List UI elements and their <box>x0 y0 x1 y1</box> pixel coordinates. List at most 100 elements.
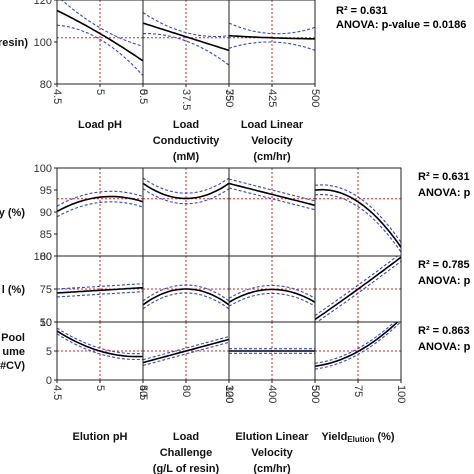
bot-r2-c0-ytick-label: 0 <box>46 375 52 387</box>
top-2-panel: 350 425 500 <box>223 0 321 107</box>
percent-unit: (%) <box>374 431 395 443</box>
bot-r2-c3-xtick-label: 50 <box>309 385 321 397</box>
bot-r1-c1-prediction-line <box>143 288 229 306</box>
top-1-prediction-line <box>143 22 229 52</box>
bot-r1-c1-ci-lower <box>143 292 229 310</box>
bot-r2-c0-plot-area <box>57 322 143 380</box>
top-2-ci-lower <box>229 41 315 51</box>
bot-r0-c0-ytick-label: 90 <box>40 207 52 219</box>
bot-r0-c1-ci-lower <box>143 188 229 205</box>
top-2-xtick-label: 425 <box>266 89 278 107</box>
top-0-ytick-label: 100 <box>34 37 52 49</box>
bot-r2-c0-xtick-label: 5 <box>94 385 106 391</box>
bot-r0-c3-plot-area <box>315 168 401 256</box>
bot-ylabel-1: l (%) <box>2 284 26 296</box>
bot-r1-c0-ytick-label: 50 <box>40 317 52 329</box>
bot-r2-c0-ci-lower <box>57 333 143 361</box>
bot-ylabel-2: #CV) <box>0 360 25 372</box>
bot-r0-c0-ci-lower <box>57 201 143 218</box>
bot-r2-c1-xtick-label: 80 <box>180 385 192 397</box>
bot-r2-c3-xtick-label: 100 <box>395 385 407 403</box>
top-1-xtick-label: 0 <box>137 89 149 95</box>
bot-r1-c3-prediction-line <box>315 256 401 321</box>
bot-r2-c0-xtick-label: 5.5 <box>137 385 149 400</box>
top-2-ci-upper <box>229 22 315 35</box>
bot-r1-c3-panel <box>314 255 402 323</box>
bot-r0-c3-panel <box>314 167 402 257</box>
bot-r2-c2-xtick-label: 400 <box>266 385 278 403</box>
top-factor-label-1-line: (mM) <box>173 151 200 163</box>
bot-r2-c0-ytick-label: 10 <box>40 317 52 329</box>
bot-r1-c1-panel <box>142 255 230 323</box>
top-2-prediction-line <box>229 34 315 40</box>
bot-r1-c0-prediction-line <box>57 286 143 294</box>
bot-r2-c3-plot-area <box>315 322 401 380</box>
bot-ylabel-2: ume <box>2 346 25 358</box>
bot-factor-label-1-line: (g/L of resin) <box>153 463 220 474</box>
bot-r1-c0-panel: 50 75 100 <box>34 251 144 329</box>
bot-r2-c0-xtick-label: 4.5 <box>51 385 63 400</box>
bot-r0-c0-ytick-label: 85 <box>40 229 52 241</box>
bot-ylabel-2: Pool <box>1 332 25 344</box>
bot-r2-c1-xtick-label: 40 <box>137 385 149 397</box>
bot-r0-c0-ytick-label: 100 <box>34 163 52 175</box>
bot-r0-c3-ci-upper <box>315 184 401 243</box>
bot-r1-c2-prediction-line <box>229 288 315 303</box>
bot-r2-c1-panel: 40 80 120 <box>137 321 235 403</box>
bot-r1-c3-ci-lower <box>316 260 401 322</box>
top-factor-label-0-line: Load pH <box>78 119 122 131</box>
bot-r2-c2-xtick-label: 300 <box>223 385 235 403</box>
bot-anova-text-0: ANOVA: p <box>418 187 471 199</box>
bot-factor-label-1-line: Challenge <box>160 447 213 459</box>
top-2-xtick-label: 500 <box>309 89 321 107</box>
bot-anova-text-2: ANOVA: p <box>418 341 471 353</box>
top-0-xtick-label: 4.5 <box>51 89 63 104</box>
bot-factor-label-1-line: Load <box>173 431 199 443</box>
bot-r2-text-0: R² = 0.631 <box>418 171 470 183</box>
bot-r0-c2-prediction-line <box>229 182 315 207</box>
bot-r1-c0-ci-upper <box>57 283 143 290</box>
top-0-ytick-label: 80 <box>40 79 52 91</box>
top-2-plot-area <box>229 0 315 84</box>
top-0-prediction-line <box>57 9 143 62</box>
bot-r2-c3-prediction-line <box>315 322 399 367</box>
bot-r2-c3-panel: 50 75 100 <box>309 321 407 403</box>
bot-factor-label-2-line: Elution Linear <box>235 431 309 443</box>
top-1-panel: 0 37.5 75 <box>137 0 235 110</box>
bot-r2-c3-ci-upper <box>315 322 396 364</box>
top-2-xtick-label: 350 <box>223 89 235 107</box>
bot-r2-c2-panel: 300 400 500 <box>223 321 321 403</box>
bot-r1-c0-plot-area <box>57 256 143 322</box>
bot-r2-c1-xtick-label: 120 <box>223 385 235 403</box>
top-factor-label-1-line: Conductivity <box>153 135 220 147</box>
bot-r0-c3-prediction-line <box>315 188 401 248</box>
bot-factor-label-3-line: YieldElution (%) <box>321 431 395 444</box>
bot-anova-text-1: ANOVA: p <box>418 275 471 287</box>
bot-r0-c0-ytick-label: 80 <box>40 251 52 263</box>
bot-factor-label-0-line: Elution pH <box>73 431 128 443</box>
bot-r0-c3-ci-lower <box>315 193 401 253</box>
bot-r0-c0-plot-area <box>57 168 143 256</box>
top-factor-label-2-line: Velocity <box>251 135 293 147</box>
bot-r0-c1-ci-upper <box>143 177 229 194</box>
bot-r1-c0-ytick-label: 75 <box>40 284 52 296</box>
top-0-ci-upper <box>60 0 143 47</box>
top-anova-text: ANOVA: p-value = 0.0186 <box>336 19 466 31</box>
bot-ylabel-0: y (%) <box>0 207 25 219</box>
bot-r2-text-1: R² = 0.785 <box>418 259 470 271</box>
bot-r1-c3-plot-area <box>315 256 401 322</box>
bot-r1-c0-ci-lower <box>57 291 143 298</box>
bot-r0-c0-panel: 80 85 90 95 100 <box>34 163 144 263</box>
top-0-ci-lower <box>57 24 143 76</box>
bot-r0-c2-plot-area <box>229 168 315 256</box>
bot-r1-c2-plot-area <box>229 256 315 322</box>
top-1-ci-lower <box>143 33 229 66</box>
top-0-xtick-label: 5 <box>94 89 106 95</box>
bot-r0-c1-plot-area <box>143 168 229 256</box>
top-1-plot-area <box>143 0 229 84</box>
top-0-ytick-label: 120 <box>34 0 52 7</box>
top-factor-label-1-line: Load <box>173 119 199 131</box>
bot-r2-c0-panel: 0 5 10 4.5 5 5.5 <box>40 317 149 400</box>
yield-word: Yield <box>321 431 347 443</box>
top-factor-label-2-line: (cm/hr) <box>253 151 291 163</box>
